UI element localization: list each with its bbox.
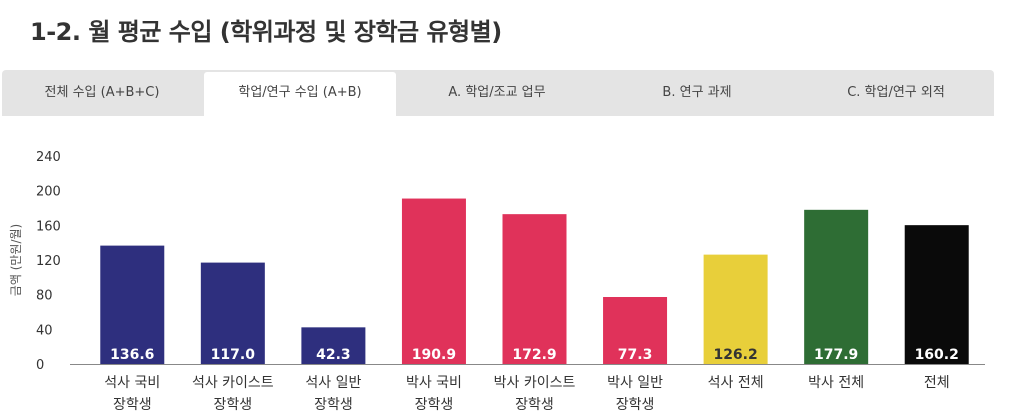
bar[interactable] — [703, 254, 768, 364]
x-tick-label: 장학생 — [113, 397, 152, 413]
x-tick-label: 박사 국비 — [406, 375, 462, 391]
x-tick-label: 박사 일반 — [607, 375, 663, 391]
bar-value-label: 172.9 — [512, 347, 556, 363]
tab-bar: 전체 수입 (A+B+C) 학업/연구 수입 (A+B) A. 학업/조교 업무… — [2, 70, 994, 118]
tab-research-projects[interactable]: B. 연구 과제 — [662, 85, 732, 100]
bar-value-label: 177.9 — [814, 347, 858, 363]
x-tick-label: 석사 국비 — [104, 375, 160, 391]
y-tick-label: 0 — [36, 358, 44, 373]
bar-value-label: 77.3 — [618, 347, 653, 363]
y-tick-label: 160 — [36, 219, 61, 234]
x-tick-label: 장학생 — [616, 397, 655, 413]
bar[interactable] — [904, 225, 969, 364]
bar-value-label: 42.3 — [316, 347, 351, 363]
y-tick-label: 80 — [36, 289, 53, 304]
bar[interactable] — [301, 327, 366, 364]
bar[interactable] — [603, 297, 668, 364]
page-title: 1-2. 월 평균 수입 (학위과정 및 장학금 유형별) — [30, 18, 502, 46]
bar-value-label: 160.2 — [915, 347, 959, 363]
bar-value-label: 190.9 — [412, 347, 456, 363]
y-tick-label: 40 — [36, 323, 53, 338]
x-tick-label: 장학생 — [314, 397, 353, 413]
x-tick-label: 석사 카이스트 — [192, 375, 274, 391]
tab-non-study-research[interactable]: C. 학업/연구 외적 — [847, 85, 945, 100]
x-tick-label: 장학생 — [214, 397, 253, 413]
tab-study-assistant-work[interactable]: A. 학업/조교 업무 — [448, 85, 546, 100]
x-tick-label: 장학생 — [415, 397, 454, 413]
x-tick-label: 장학생 — [515, 397, 554, 413]
x-tick-label: 전체 — [924, 375, 950, 391]
bar[interactable] — [200, 262, 265, 364]
bar-value-label: 126.2 — [713, 347, 757, 363]
bar[interactable] — [804, 209, 869, 364]
tab-total-income[interactable]: 전체 수입 (A+B+C) — [44, 85, 160, 100]
bar-value-label: 117.0 — [211, 347, 256, 363]
x-tick-label: 석사 전체 — [708, 375, 764, 391]
bar-value-label: 136.6 — [110, 347, 154, 363]
y-tick-label: 200 — [36, 185, 61, 200]
bar[interactable] — [401, 198, 466, 364]
x-tick-label: 박사 카이스트 — [494, 375, 576, 391]
tab-study-research-income[interactable]: 학업/연구 수입 (A+B) — [204, 72, 396, 118]
y-tick-label: 120 — [36, 254, 61, 269]
y-axis-label: 금액 (만원/월) — [9, 224, 23, 296]
x-tick-label: 박사 전체 — [808, 375, 864, 391]
y-tick-label: 240 — [36, 150, 61, 165]
bar[interactable] — [100, 245, 165, 364]
y-axis: 0 40 80 120 160 200 240 — [36, 150, 61, 373]
bar[interactable] — [502, 214, 567, 364]
x-tick-label: 석사 일반 — [305, 375, 361, 391]
